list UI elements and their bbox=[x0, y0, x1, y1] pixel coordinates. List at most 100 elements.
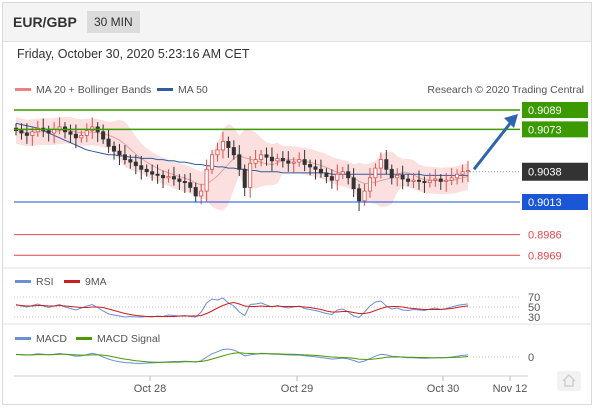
candle-body bbox=[357, 188, 362, 202]
rsi-level-label: 50 bbox=[528, 302, 540, 314]
current-price-badge bbox=[522, 162, 588, 181]
candle-body bbox=[433, 178, 438, 181]
candle-body bbox=[329, 176, 334, 181]
candle-body bbox=[242, 168, 247, 188]
candle-body bbox=[73, 133, 78, 139]
candle-body bbox=[19, 130, 24, 134]
candle-body bbox=[106, 138, 111, 147]
ma50-legend-label: MA 50 bbox=[178, 84, 208, 96]
candle-body bbox=[395, 174, 400, 179]
x-tick-label: Oct 30 bbox=[427, 383, 459, 395]
candle-body bbox=[460, 171, 465, 175]
rsi-ma-line bbox=[15, 301, 469, 317]
candle-body bbox=[193, 187, 198, 197]
candle-body bbox=[313, 166, 318, 170]
candle-body bbox=[177, 178, 182, 182]
candle-body bbox=[144, 168, 149, 173]
candle-body bbox=[335, 173, 340, 181]
candle-body bbox=[210, 154, 215, 170]
rsi-line bbox=[15, 297, 469, 319]
x-tick-label: Oct 28 bbox=[134, 383, 166, 395]
candle-body bbox=[155, 173, 160, 176]
timeframe-badge[interactable]: 30 MIN bbox=[87, 11, 140, 33]
candle-body bbox=[308, 164, 313, 168]
credit-label: Research © 2020 Trading Central bbox=[427, 84, 584, 96]
candle-body bbox=[340, 171, 345, 175]
candle-body bbox=[139, 165, 144, 170]
candle-body bbox=[400, 174, 405, 180]
candle-body bbox=[318, 168, 323, 174]
macd-line bbox=[15, 348, 469, 364]
candle-body bbox=[215, 149, 220, 156]
candle-body bbox=[237, 154, 242, 170]
candle-body bbox=[128, 159, 133, 163]
candle-body bbox=[112, 145, 117, 152]
candle-body bbox=[406, 178, 411, 182]
timestamp: Friday, October 30, 2020 5:23:16 AM CET bbox=[17, 47, 250, 61]
pivot-price-badge bbox=[522, 194, 588, 210]
bollinger-legend-swatch bbox=[15, 88, 31, 91]
candle-body bbox=[248, 162, 253, 188]
candle-body bbox=[117, 150, 122, 156]
candle-body bbox=[280, 158, 285, 162]
support-price-label: 0.8986 bbox=[528, 230, 562, 242]
candle-body bbox=[150, 171, 155, 175]
candle-body bbox=[438, 178, 443, 182]
candle-body bbox=[411, 179, 416, 182]
resistance-price-label: 0.9073 bbox=[528, 124, 562, 136]
current-price-label: 0.9038 bbox=[528, 167, 562, 179]
macd-zero-label: 0 bbox=[528, 352, 534, 364]
candle-body bbox=[324, 172, 329, 177]
candle-body bbox=[367, 177, 372, 192]
support-price-label: 0.8969 bbox=[528, 250, 562, 262]
reset-zoom-button[interactable] bbox=[557, 371, 581, 391]
resistance-price-badge bbox=[522, 121, 588, 138]
chart-header: EUR/GBP 30 MIN bbox=[3, 3, 591, 42]
macd-legend-label: MACD bbox=[36, 333, 67, 345]
candle-body bbox=[416, 179, 422, 182]
rsi-legend-label: RSI bbox=[36, 276, 54, 288]
pivot-price-label: 0.9013 bbox=[528, 197, 562, 209]
candle-body bbox=[444, 179, 449, 182]
bollinger-band bbox=[16, 116, 468, 211]
candle-body bbox=[427, 179, 432, 184]
candle-body bbox=[133, 161, 138, 167]
candle-body bbox=[199, 190, 204, 197]
candle-body bbox=[46, 130, 51, 134]
ma50-legend-swatch bbox=[157, 88, 173, 91]
projection-arrowhead bbox=[504, 114, 518, 128]
candle-body bbox=[171, 176, 176, 180]
candle-body bbox=[188, 182, 193, 188]
candle-body bbox=[449, 177, 454, 181]
macd-signal-legend-label: MACD Signal bbox=[97, 333, 160, 345]
candle-body bbox=[30, 131, 35, 136]
rsi-ma-legend-swatch bbox=[64, 280, 80, 283]
candle-body bbox=[351, 177, 356, 190]
candle-body bbox=[264, 154, 269, 158]
candle-body bbox=[455, 173, 460, 179]
x-tick-label: Oct 29 bbox=[281, 383, 313, 395]
candle-body bbox=[389, 168, 394, 179]
rsi-level-label: 70 bbox=[528, 292, 540, 304]
candle-body bbox=[122, 154, 127, 161]
candle-body bbox=[204, 168, 209, 192]
candle-body bbox=[422, 181, 427, 184]
candle-body bbox=[231, 147, 236, 156]
candle-body bbox=[101, 131, 106, 140]
resistance-price-badge bbox=[522, 102, 588, 118]
candle-body bbox=[378, 159, 383, 169]
projection-arrow bbox=[472, 120, 514, 171]
home-icon bbox=[562, 373, 576, 387]
resistance-price-label: 0.9089 bbox=[528, 105, 562, 117]
candle-body bbox=[286, 160, 291, 164]
chart-widget: EUR/GBP 30 MIN Friday, October 30, 2020 … bbox=[2, 2, 592, 405]
candle-body bbox=[291, 161, 296, 164]
rsi-legend-swatch bbox=[15, 280, 31, 283]
candle-body bbox=[79, 135, 84, 139]
candle-body bbox=[84, 130, 89, 136]
candle-body bbox=[161, 174, 166, 179]
candle-body bbox=[275, 158, 280, 162]
candle-body bbox=[24, 132, 29, 136]
bollinger-legend-label: MA 20 + Bollinger Bands bbox=[36, 84, 151, 96]
